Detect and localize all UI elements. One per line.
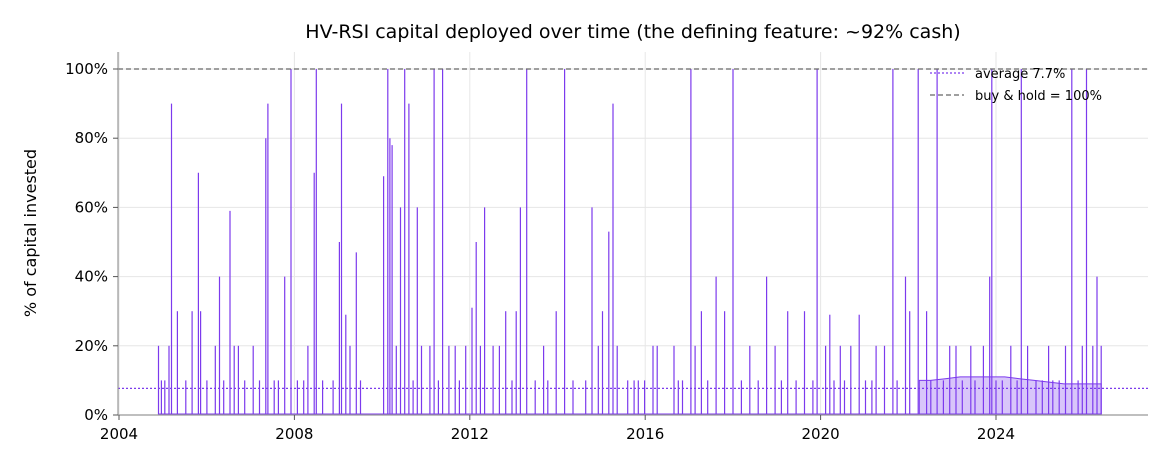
chart-title: HV-RSI capital deployed over time (the d… (305, 21, 960, 43)
y-tick-label: 20% (75, 337, 108, 355)
x-tick-label: 2020 (802, 425, 840, 443)
y-axis-title: % of capital invested (21, 149, 40, 317)
x-tick-label: 2012 (451, 425, 489, 443)
y-tick-label: 80% (75, 129, 108, 147)
y-tick-label: 0% (84, 406, 108, 424)
reference-lines (118, 68, 1148, 389)
legend-average-label: average 7.7% (975, 67, 1065, 82)
y-tick-label: 60% (75, 198, 108, 216)
legend: average 7.7% buy & hold = 100% (930, 67, 1102, 104)
legend-buyhold-label: buy & hold = 100% (975, 89, 1102, 104)
x-tick-label: 2004 (100, 425, 138, 443)
x-tick-label: 2024 (977, 425, 1015, 443)
spike-layer (157, 69, 1102, 415)
y-ticks: 0% 20% 40% 60% 80% 100% (65, 60, 118, 424)
y-tick-label: 100% (65, 60, 108, 78)
y-tick-label: 40% (75, 268, 108, 286)
x-tick-label: 2016 (626, 425, 664, 443)
axes (117, 52, 1148, 416)
x-tick-label: 2008 (275, 425, 313, 443)
grid (118, 52, 1148, 416)
x-ticks: 2004 2008 2012 2016 2020 2024 (100, 415, 1015, 443)
